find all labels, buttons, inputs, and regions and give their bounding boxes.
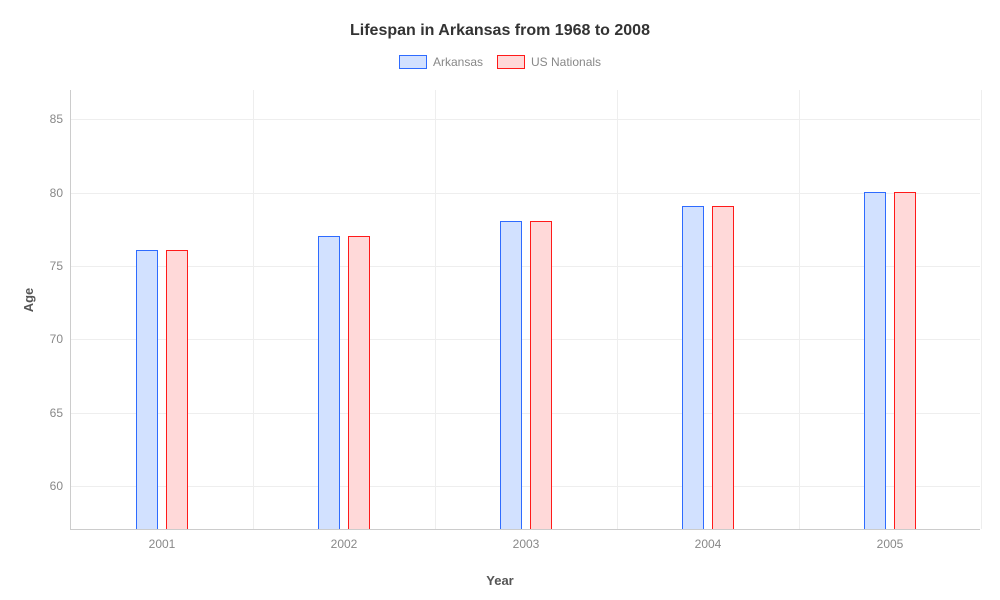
bar[interactable] [318, 236, 340, 529]
gridline-v [981, 90, 982, 529]
bar[interactable] [894, 192, 916, 529]
bar[interactable] [682, 206, 704, 529]
legend-swatch-us-nationals [497, 55, 525, 69]
x-tick-label: 2003 [513, 537, 540, 551]
legend-item-arkansas[interactable]: Arkansas [399, 55, 483, 69]
bar[interactable] [500, 221, 522, 529]
y-tick-label: 70 [50, 332, 63, 346]
y-tick-label: 75 [50, 259, 63, 273]
gridline-h [71, 266, 980, 267]
gridline-v [435, 90, 436, 529]
legend: Arkansas US Nationals [0, 55, 1000, 69]
legend-swatch-arkansas [399, 55, 427, 69]
legend-item-us-nationals[interactable]: US Nationals [497, 55, 601, 69]
gridline-h [71, 339, 980, 340]
y-tick-label: 85 [50, 112, 63, 126]
legend-label: US Nationals [531, 55, 601, 69]
x-axis-title: Year [486, 573, 513, 588]
x-tick-label: 2005 [877, 537, 904, 551]
bar[interactable] [348, 236, 370, 529]
y-axis-title: Age [21, 288, 36, 313]
gridline-v [253, 90, 254, 529]
legend-label: Arkansas [433, 55, 483, 69]
gridline-v [799, 90, 800, 529]
bar[interactable] [712, 206, 734, 529]
y-tick-label: 60 [50, 479, 63, 493]
bar[interactable] [166, 250, 188, 529]
gridline-v [617, 90, 618, 529]
bar[interactable] [864, 192, 886, 529]
bar[interactable] [136, 250, 158, 529]
x-tick-label: 2001 [149, 537, 176, 551]
plot-area: 20012002200320042005606570758085 [70, 90, 980, 530]
gridline-h [71, 486, 980, 487]
y-tick-label: 65 [50, 406, 63, 420]
bar[interactable] [530, 221, 552, 529]
y-tick-label: 80 [50, 186, 63, 200]
chart-container: Lifespan in Arkansas from 1968 to 2008 A… [0, 0, 1000, 600]
chart-title: Lifespan in Arkansas from 1968 to 2008 [0, 22, 1000, 40]
gridline-h [71, 193, 980, 194]
gridline-h [71, 413, 980, 414]
x-tick-label: 2004 [695, 537, 722, 551]
gridline-h [71, 119, 980, 120]
x-tick-label: 2002 [331, 537, 358, 551]
